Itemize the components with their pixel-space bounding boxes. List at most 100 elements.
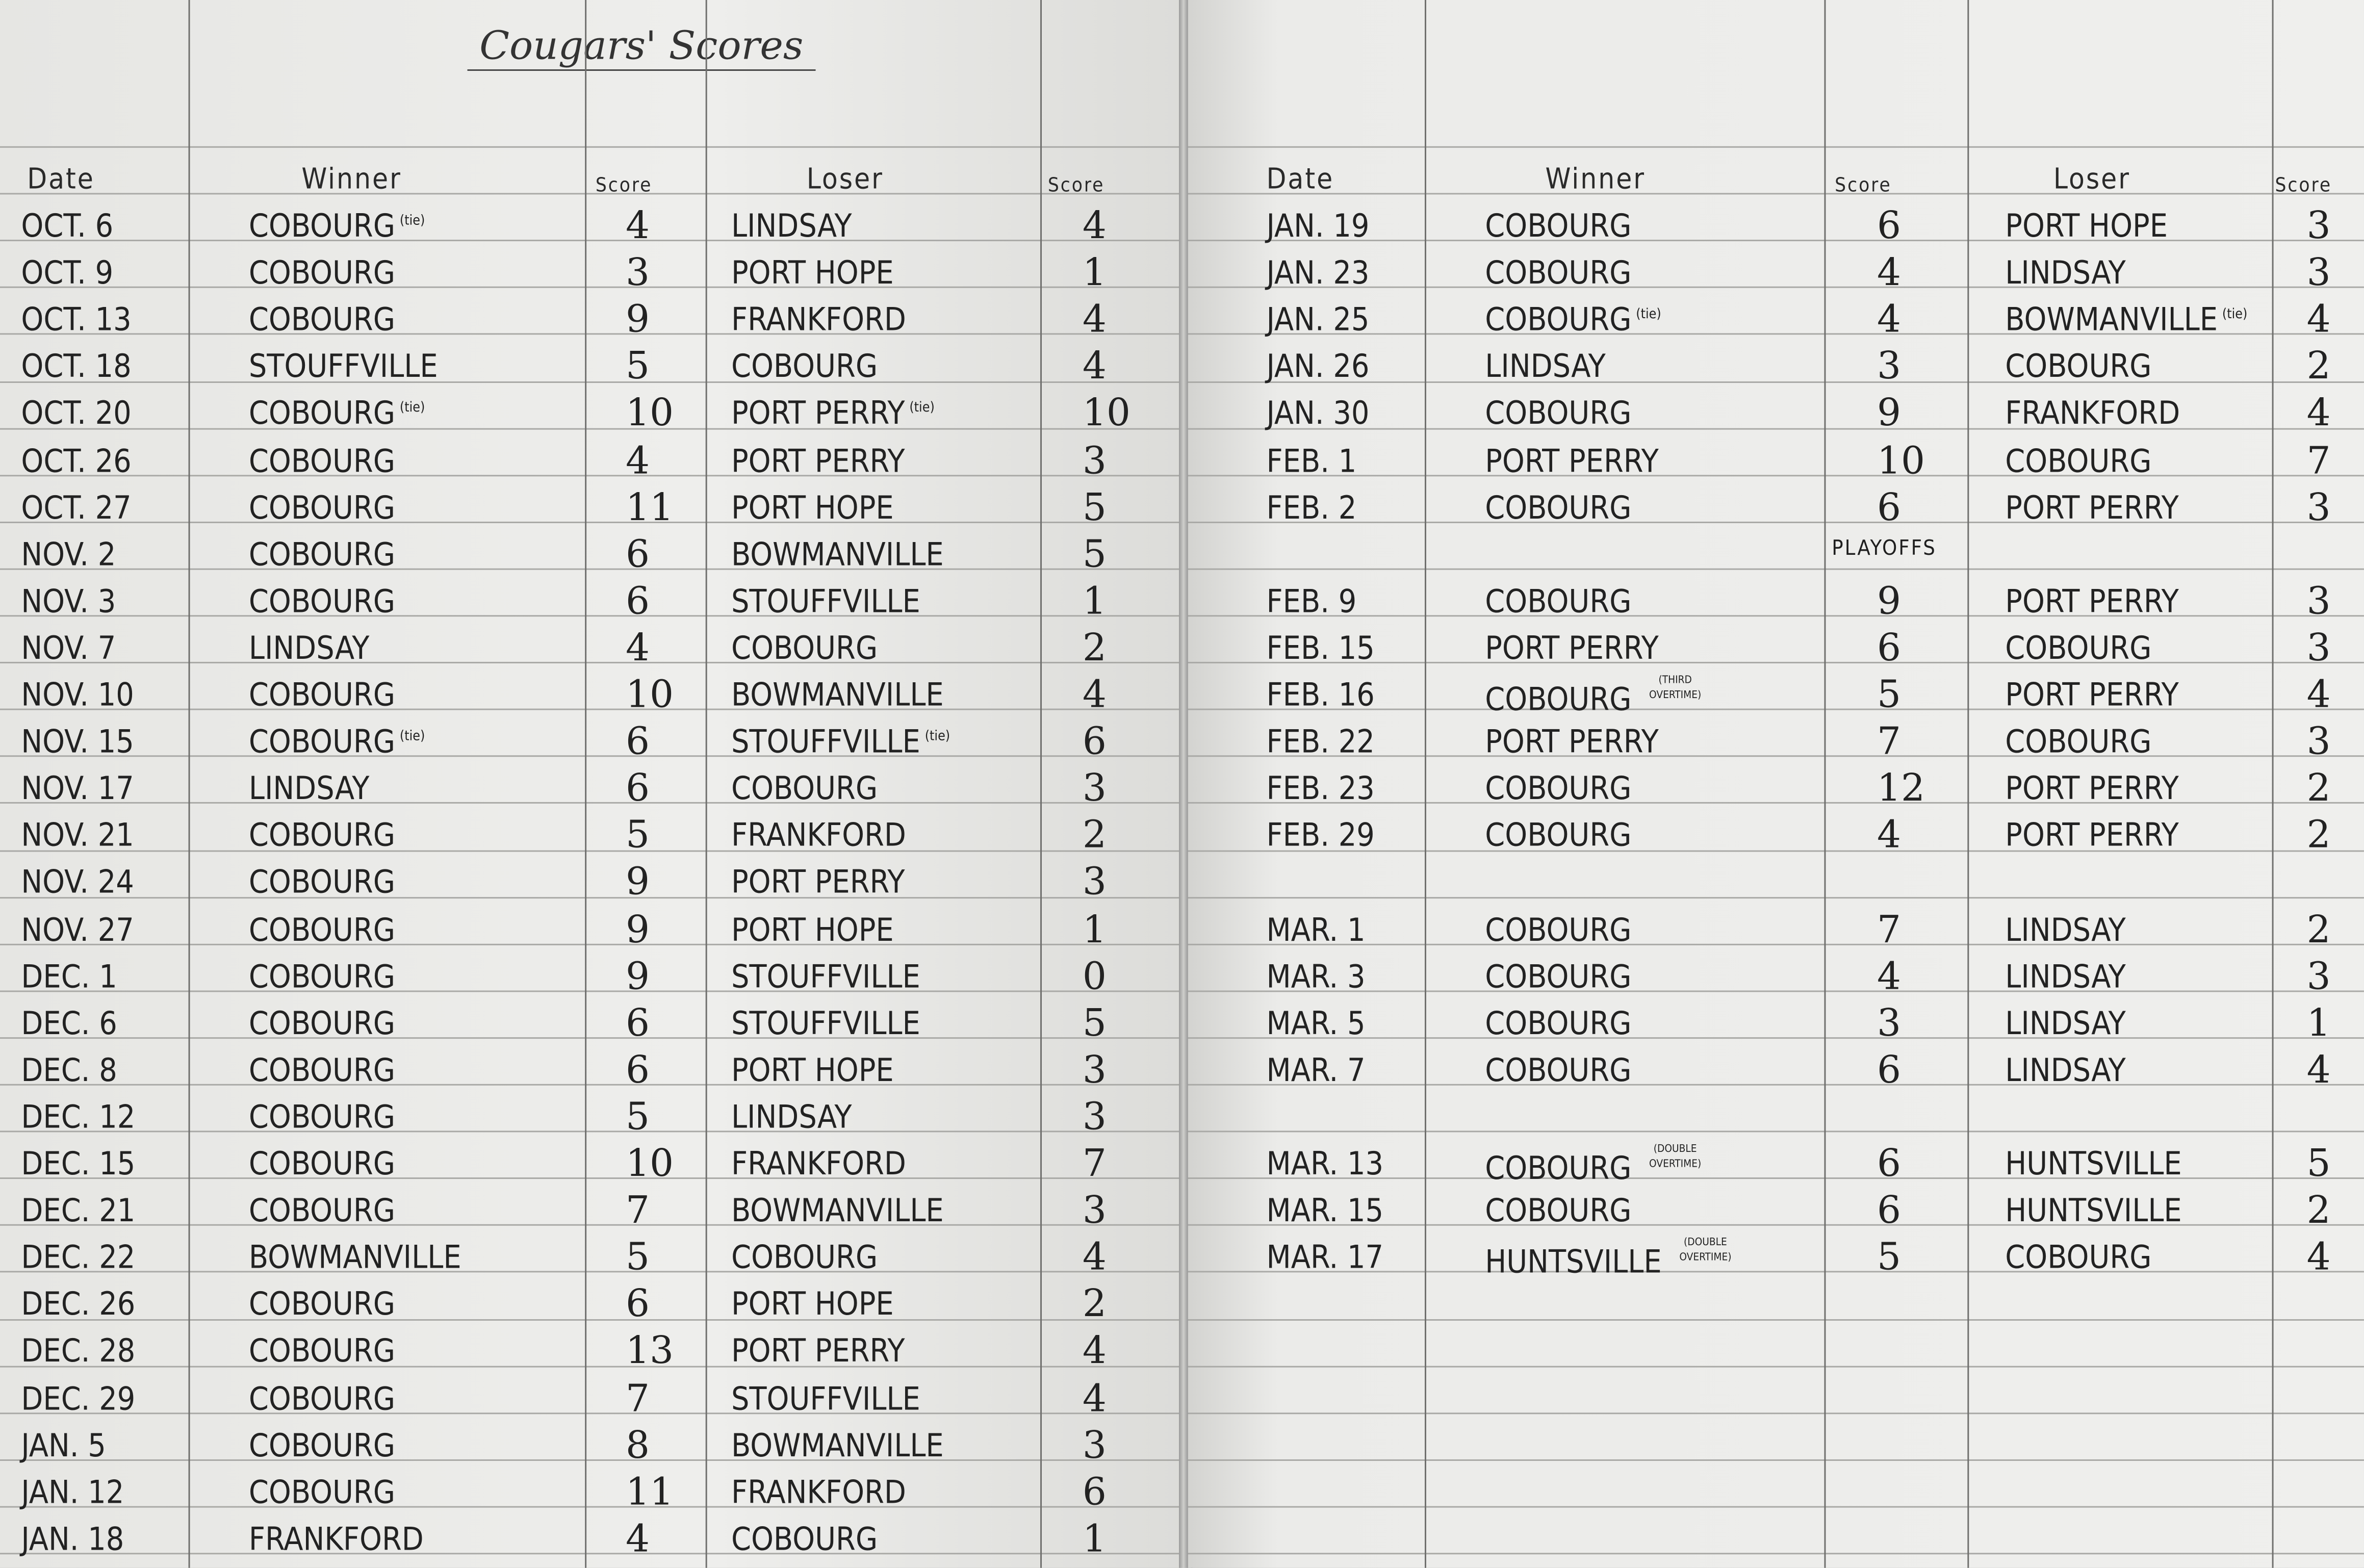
game-date-text: Oct. 26 [21, 442, 132, 479]
game-date-text: Oct. 20 [21, 395, 132, 432]
winner-score: 9 [626, 860, 650, 905]
ruled-line [1183, 850, 2364, 852]
loser-team: Bowmanville [731, 1423, 944, 1468]
loser-score-text: 2 [2306, 344, 2331, 388]
loser-team: Cobourg [2005, 719, 2151, 765]
ruled-line [0, 1037, 1184, 1039]
winner-team: Cobourg [1485, 766, 1631, 812]
game-date: Jan. 23 [1267, 250, 1370, 296]
column-rule [1824, 0, 1826, 1568]
winner-team-text: Cobourg [248, 1146, 395, 1182]
game-date: Oct. 9 [21, 250, 113, 296]
game-date-text: Dec. 22 [21, 1239, 136, 1276]
winner-score-text: 10 [625, 391, 674, 435]
ruled-line [0, 146, 1184, 148]
game-date-text: Dec. 6 [21, 1005, 117, 1042]
loser-team-text: Bowmanville [731, 536, 944, 573]
winner-score: 9 [626, 297, 650, 343]
loser-team-text: Huntsville [2005, 1146, 2182, 1182]
ruled-line [0, 803, 1184, 805]
loser-score-text: 5 [2306, 1141, 2331, 1185]
winner-team-text: Cobourg [248, 1427, 395, 1463]
loser-team-text: Port Perry [731, 1333, 905, 1370]
loser-score: 4 [1083, 297, 1107, 343]
winner-team: Cobourg [1485, 1047, 1631, 1093]
loser-team: Frankford [731, 1470, 906, 1515]
loser-team-text: Lindsay [2005, 1052, 2126, 1089]
winner-score: 6 [1877, 203, 1901, 249]
winner-team: Cobourg [249, 1141, 395, 1187]
loser-team-text: Port Hope [731, 1052, 894, 1089]
winner-score: 4 [1877, 250, 1901, 296]
winner-team: Bowmanville [249, 1235, 461, 1280]
winner-team: Cobourg [1485, 485, 1631, 530]
winner-score-text: 5 [625, 1094, 650, 1138]
loser-score: 4 [2307, 297, 2331, 343]
winner-team-text: Port Perry [1485, 724, 1659, 760]
winner-score-text: 4 [1877, 250, 1901, 294]
winner-team: Cobourg [249, 1376, 395, 1421]
loser-team: Port Hope [731, 485, 894, 530]
ruled-line [1183, 193, 2364, 195]
loser-score: 4 [1083, 203, 1107, 249]
game-date: Oct. 26 [21, 438, 131, 483]
ruled-line [0, 709, 1184, 711]
winner-score: 10 [626, 1141, 674, 1187]
winner-score-text: 6 [1877, 203, 1901, 247]
winner-team-text: Cobourg [248, 1192, 395, 1229]
ruled-line [1183, 756, 2364, 758]
game-date-text: Feb. 15 [1266, 630, 1375, 666]
loser-score-text: 2 [2306, 813, 2331, 857]
winner-score-text: 11 [625, 1469, 674, 1513]
loser-team-text: Lindsay [2005, 1005, 2126, 1042]
winner-score-text: 4 [625, 1516, 650, 1560]
winner-score: 7 [1877, 719, 1901, 765]
game-date-text: Oct. 27 [21, 489, 132, 526]
winner-team-text: Cobourg [248, 583, 395, 620]
winner-team-text: Cobourg [1485, 1052, 1632, 1089]
winner-score: 4 [626, 203, 650, 249]
game-date: Mar. 5 [1267, 1000, 1366, 1046]
loser-team: Bowmanville [731, 673, 944, 718]
loser-score-text: 4 [1082, 344, 1107, 388]
winner-score-text: 6 [625, 766, 650, 810]
winner-score: 6 [626, 532, 650, 577]
loser-team-note: (tie) [909, 401, 935, 417]
winner-team-text: Cobourg [248, 1052, 395, 1089]
game-date: Feb. 2 [1267, 485, 1357, 530]
winner-team: Cobourg [1485, 579, 1631, 624]
loser-team-text: Port Perry [2005, 583, 2179, 620]
game-date: Feb. 22 [1267, 719, 1375, 765]
game-date-text: Mar. 15 [1266, 1192, 1384, 1229]
winner-score-text: 7 [625, 1375, 650, 1420]
game-date: Nov. 21 [21, 813, 134, 858]
loser-team-text: Port Hope [731, 489, 894, 526]
loser-score-text: 5 [1082, 484, 1107, 529]
loser-team-text: Frankford [731, 1146, 906, 1182]
loser-score-text: 4 [2306, 391, 2331, 435]
game-date: Dec. 8 [21, 1047, 117, 1093]
loser-team-note: (tie) [924, 730, 950, 745]
loser-score: 0 [1083, 954, 1107, 999]
loser-team-text: Port Hope [2005, 208, 2168, 244]
header-winner: Winner [1545, 163, 1646, 196]
loser-score: 3 [2307, 719, 2331, 765]
winner-team: Frankford [249, 1516, 424, 1562]
winner-score: 6 [626, 766, 650, 812]
winner-score: 10 [626, 391, 674, 436]
winner-team-text: Cobourg [248, 864, 395, 901]
game-date: Mar. 13 [1267, 1141, 1384, 1187]
winner-team: Cobourg [249, 954, 395, 999]
winner-team: Cobourg [249, 907, 395, 952]
winner-score: 6 [1877, 1188, 1901, 1233]
winner-score: 5 [1877, 673, 1901, 718]
winner-score: 6 [1877, 626, 1901, 671]
loser-score: 4 [1083, 673, 1107, 718]
loser-score-text: 4 [1082, 203, 1107, 247]
loser-score: 2 [2307, 344, 2331, 390]
winner-team: Cobourg [1485, 1188, 1631, 1233]
loser-team: Lindsay [2005, 954, 2125, 999]
winner-score-text: 6 [1877, 484, 1901, 529]
game-date-text: Mar. 1 [1266, 911, 1366, 948]
loser-team-text: Lindsay [731, 208, 852, 244]
